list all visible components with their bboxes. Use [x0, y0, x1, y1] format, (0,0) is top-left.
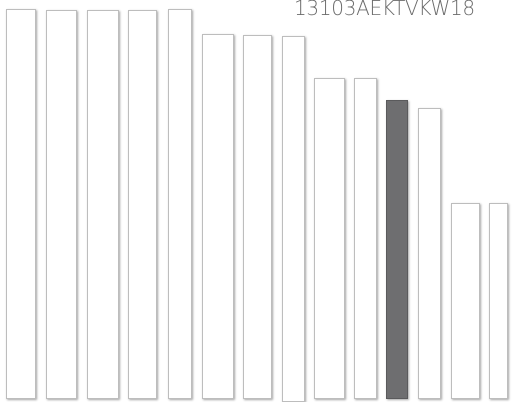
panel-10[interactable] — [354, 78, 377, 399]
panel-11[interactable] — [386, 100, 408, 399]
panel-1[interactable] — [6, 9, 36, 399]
panel-7[interactable] — [243, 35, 272, 399]
panel-12[interactable] — [418, 108, 441, 399]
panel-14[interactable] — [489, 203, 508, 399]
panel-8[interactable] — [282, 36, 305, 402]
panel-9[interactable] — [314, 78, 345, 399]
panel-13[interactable] — [451, 203, 480, 399]
panel-5[interactable] — [168, 9, 192, 399]
panel-6[interactable] — [202, 34, 234, 399]
panel-4[interactable] — [128, 10, 157, 399]
panel-2[interactable] — [46, 10, 77, 399]
panel-3[interactable] — [87, 10, 119, 399]
product-code-label: 13103AEKTVKW18 — [294, 0, 475, 20]
